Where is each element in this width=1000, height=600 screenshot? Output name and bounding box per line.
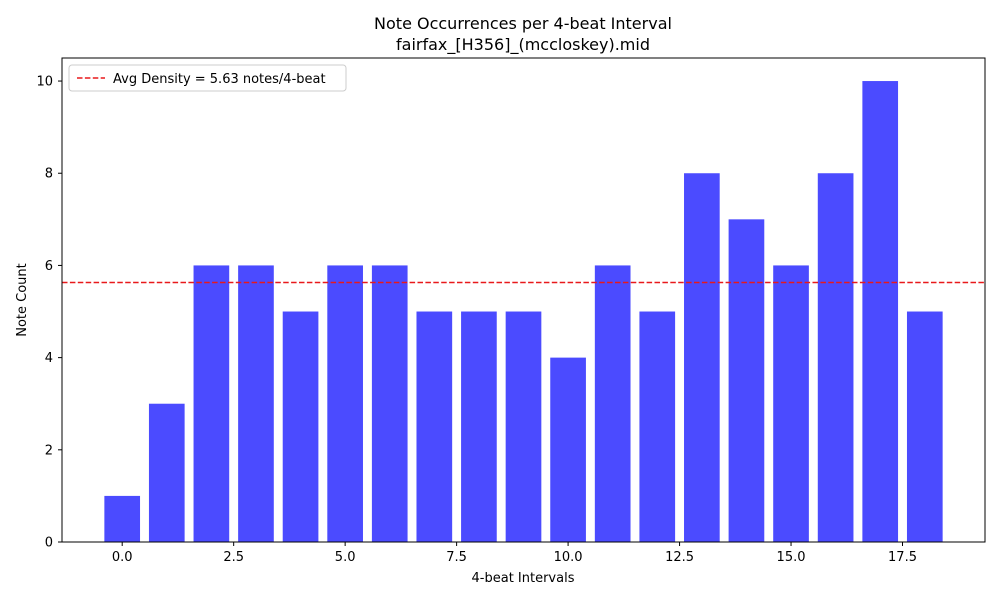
bar — [148, 403, 185, 542]
x-tick-label: 10.0 — [554, 550, 583, 565]
bar — [282, 311, 319, 542]
chart-title: Note Occurrences per 4-beat Interval — [374, 14, 672, 33]
y-axis-label: Note Count — [15, 263, 30, 337]
y-tick-label: 10 — [36, 75, 53, 90]
x-tick-label: 12.5 — [665, 550, 694, 565]
x-tick-label: 2.5 — [223, 550, 244, 565]
bar — [550, 357, 586, 542]
bar — [505, 311, 542, 542]
bar — [728, 219, 765, 543]
legend-label: Avg Density = 5.63 notes/4-beat — [113, 72, 326, 87]
bar — [461, 311, 497, 542]
legend: Avg Density = 5.63 notes/4-beat — [68, 64, 347, 92]
bar — [371, 265, 408, 542]
bar — [773, 265, 809, 542]
bar — [327, 265, 363, 542]
plot-area-frame — [61, 57, 986, 543]
bar — [817, 173, 854, 542]
bar — [416, 311, 453, 542]
x-axis-ticks: 0.0 2.5 5.0 7.5 10.0 12.5 15.0 17.5 — [112, 542, 917, 565]
x-tick-label: 0.0 — [112, 550, 133, 565]
chart-subtitle: fairfax_[H356]_(mccloskey).mid — [396, 35, 650, 55]
y-tick-label: 0 — [45, 536, 53, 551]
y-axis-ticks: 0 2 4 6 8 10 — [36, 75, 62, 551]
x-tick-label: 15.0 — [777, 550, 806, 565]
y-tick-label: 8 — [45, 167, 53, 182]
bar — [639, 311, 676, 542]
y-tick-label: 6 — [45, 259, 53, 274]
bar — [594, 265, 631, 542]
y-tick-label: 4 — [45, 351, 53, 366]
bar — [862, 81, 899, 543]
y-tick-label: 2 — [45, 443, 53, 458]
bar — [684, 173, 720, 542]
legend-box — [68, 64, 347, 92]
x-tick-label: 17.5 — [888, 550, 917, 565]
bar — [906, 311, 943, 542]
bar — [104, 495, 141, 542]
bar — [238, 265, 274, 542]
bar — [193, 265, 230, 542]
x-tick-label: 7.5 — [446, 550, 467, 565]
bars-group — [104, 81, 943, 543]
x-tick-label: 5.0 — [335, 550, 356, 565]
x-axis-label: 4-beat Intervals — [472, 571, 575, 586]
